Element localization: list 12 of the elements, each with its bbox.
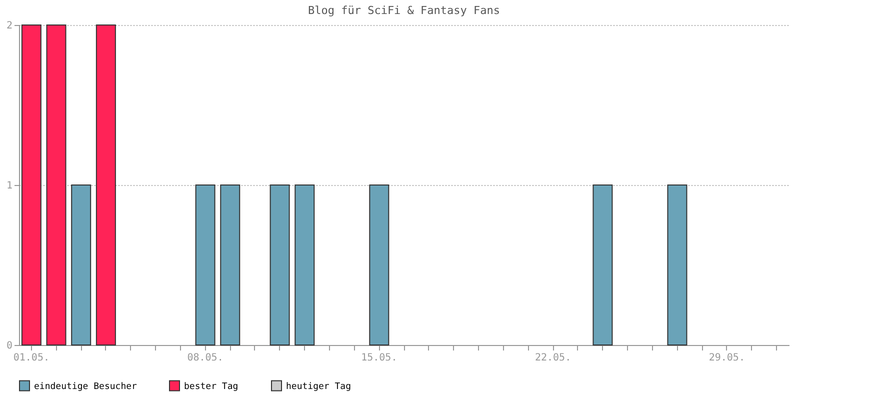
y-tick-label: 2	[6, 20, 12, 32]
x-tick-label: 01.05.	[13, 352, 50, 364]
legend-label: bester Tag	[184, 382, 238, 392]
x-tick-label: 15.05.	[361, 352, 398, 364]
legend-label: eindeutige Besucher	[34, 382, 138, 392]
x-tick-label: 29.05.	[708, 352, 745, 364]
y-tick-label: 1	[6, 180, 12, 192]
chart-title: Blog für SciFi & Fantasy Fans	[308, 4, 500, 17]
y-tick-label: 0	[6, 340, 12, 352]
x-tick-label: 08.05.	[187, 352, 224, 364]
legend-label: heutiger Tag	[286, 382, 352, 392]
x-tick-label: 22.05.	[534, 352, 572, 364]
